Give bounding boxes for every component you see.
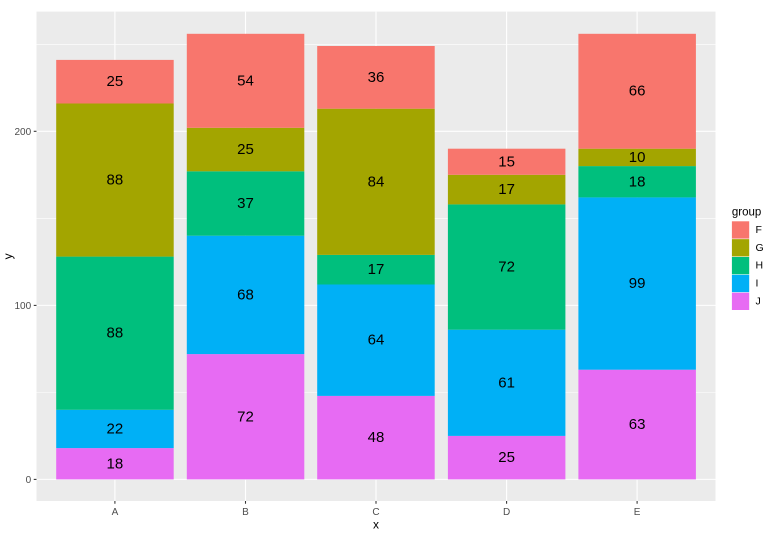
svg-text:y: y — [1, 253, 15, 259]
svg-text:H: H — [756, 260, 764, 272]
svg-text:72: 72 — [237, 408, 254, 425]
svg-text:25: 25 — [237, 141, 254, 158]
svg-text:84: 84 — [368, 173, 385, 190]
svg-text:88: 88 — [107, 172, 124, 189]
svg-text:group: group — [732, 206, 761, 218]
svg-text:18: 18 — [107, 455, 124, 472]
svg-text:64: 64 — [368, 332, 385, 349]
svg-text:G: G — [756, 242, 764, 254]
svg-text:25: 25 — [498, 449, 515, 466]
svg-text:200: 200 — [15, 127, 32, 138]
svg-text:C: C — [372, 507, 379, 518]
svg-text:36: 36 — [368, 69, 385, 86]
svg-text:66: 66 — [629, 83, 646, 100]
svg-text:E: E — [634, 507, 641, 518]
svg-text:54: 54 — [237, 72, 254, 89]
svg-text:22: 22 — [107, 421, 124, 438]
svg-text:B: B — [242, 507, 249, 518]
svg-text:x: x — [373, 517, 379, 531]
svg-text:I: I — [756, 278, 759, 290]
svg-text:37: 37 — [237, 195, 254, 212]
svg-text:63: 63 — [629, 416, 646, 433]
svg-text:0: 0 — [26, 475, 32, 486]
svg-text:15: 15 — [498, 153, 515, 170]
svg-text:48: 48 — [368, 429, 385, 446]
svg-text:99: 99 — [629, 275, 646, 292]
svg-text:F: F — [756, 224, 762, 236]
svg-text:25: 25 — [107, 73, 124, 90]
svg-text:61: 61 — [498, 374, 515, 391]
svg-text:17: 17 — [368, 261, 385, 278]
svg-text:68: 68 — [237, 286, 254, 303]
svg-text:100: 100 — [15, 301, 32, 312]
svg-text:17: 17 — [498, 181, 515, 198]
svg-text:J: J — [756, 295, 761, 307]
svg-text:72: 72 — [498, 259, 515, 276]
svg-text:88: 88 — [107, 325, 124, 342]
svg-text:18: 18 — [629, 173, 646, 190]
svg-text:D: D — [503, 507, 510, 518]
svg-text:A: A — [112, 507, 119, 518]
svg-text:10: 10 — [629, 149, 646, 166]
